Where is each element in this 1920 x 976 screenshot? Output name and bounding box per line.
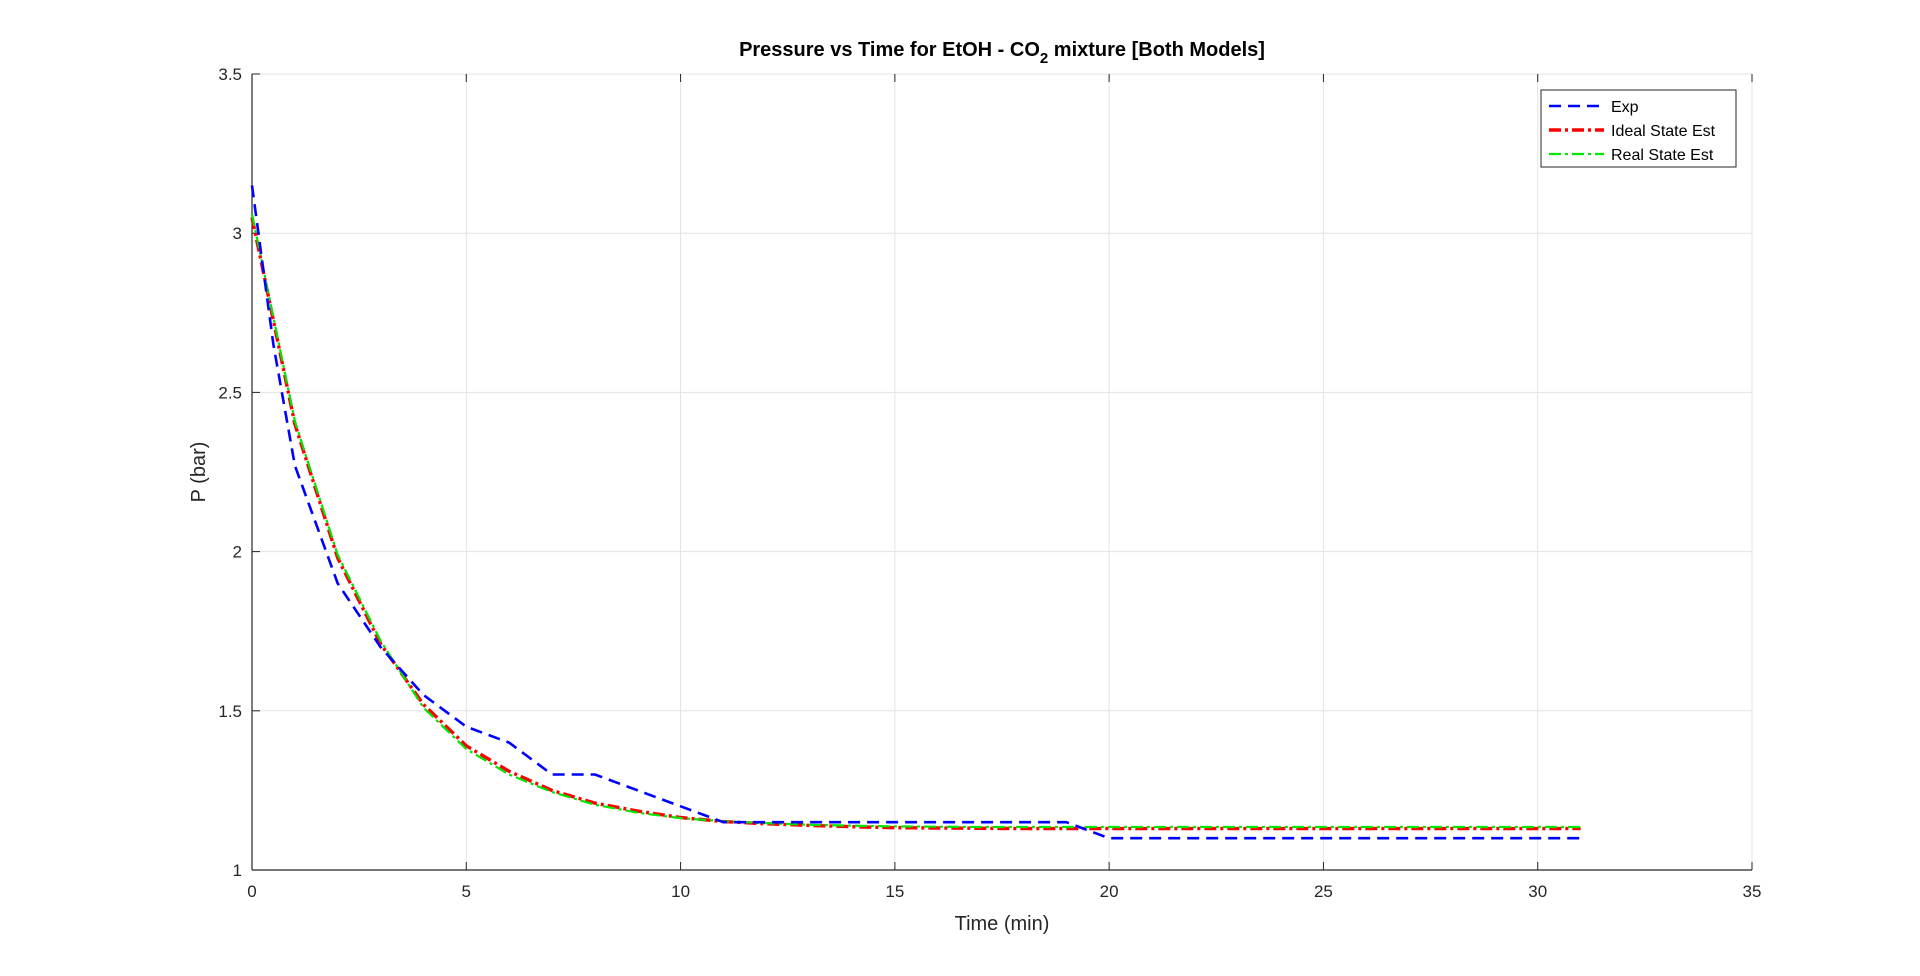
y-axis-label: P (bar): [188, 442, 210, 503]
x-tick-label: 25: [1314, 882, 1333, 901]
y-tick-label: 3.5: [218, 65, 242, 84]
plot-area: [252, 74, 1752, 870]
y-tick-label: 2: [233, 543, 242, 562]
y-tick-label: 2.5: [218, 383, 242, 402]
series-line-ideal-state-est: [250, 216, 1581, 831]
x-axis-label: Time (min): [955, 913, 1050, 935]
x-tick-label: 15: [885, 882, 904, 901]
chart-title-suffix: mixture [Both Models]: [1048, 39, 1265, 61]
x-tick-label: 20: [1100, 882, 1119, 901]
legend: Exp Ideal State Est Real State Est: [1540, 89, 1737, 168]
chart-title: Pressure vs Time for EtOH - CO2 mixture …: [739, 39, 1265, 67]
x-tick-label: 10: [671, 882, 690, 901]
chart-title-subscript: 2: [1040, 50, 1048, 67]
legend-label-exp: Exp: [1611, 99, 1639, 116]
y-tick-label: 1: [233, 861, 242, 880]
x-tick-label: 0: [247, 882, 256, 901]
y-tick-label: 1.5: [218, 702, 242, 721]
series-group: [250, 185, 1581, 840]
chart-title-main: Pressure vs Time for EtOH - CO: [739, 39, 1040, 61]
x-tick-labels: 0 5 10 15 20 25 30 35: [247, 882, 1761, 901]
series-line-exp: [250, 185, 1581, 840]
x-tick-label: 35: [1743, 882, 1762, 901]
x-tick-label: 30: [1528, 882, 1547, 901]
legend-label-real: Real State Est: [1611, 147, 1714, 164]
x-tick-label: 5: [462, 882, 471, 901]
y-tick-labels: 1 1.5 2 2.5 3 3.5: [218, 65, 242, 880]
legend-label-ideal: Ideal State Est: [1611, 123, 1716, 140]
y-tick-label: 3: [233, 224, 242, 243]
